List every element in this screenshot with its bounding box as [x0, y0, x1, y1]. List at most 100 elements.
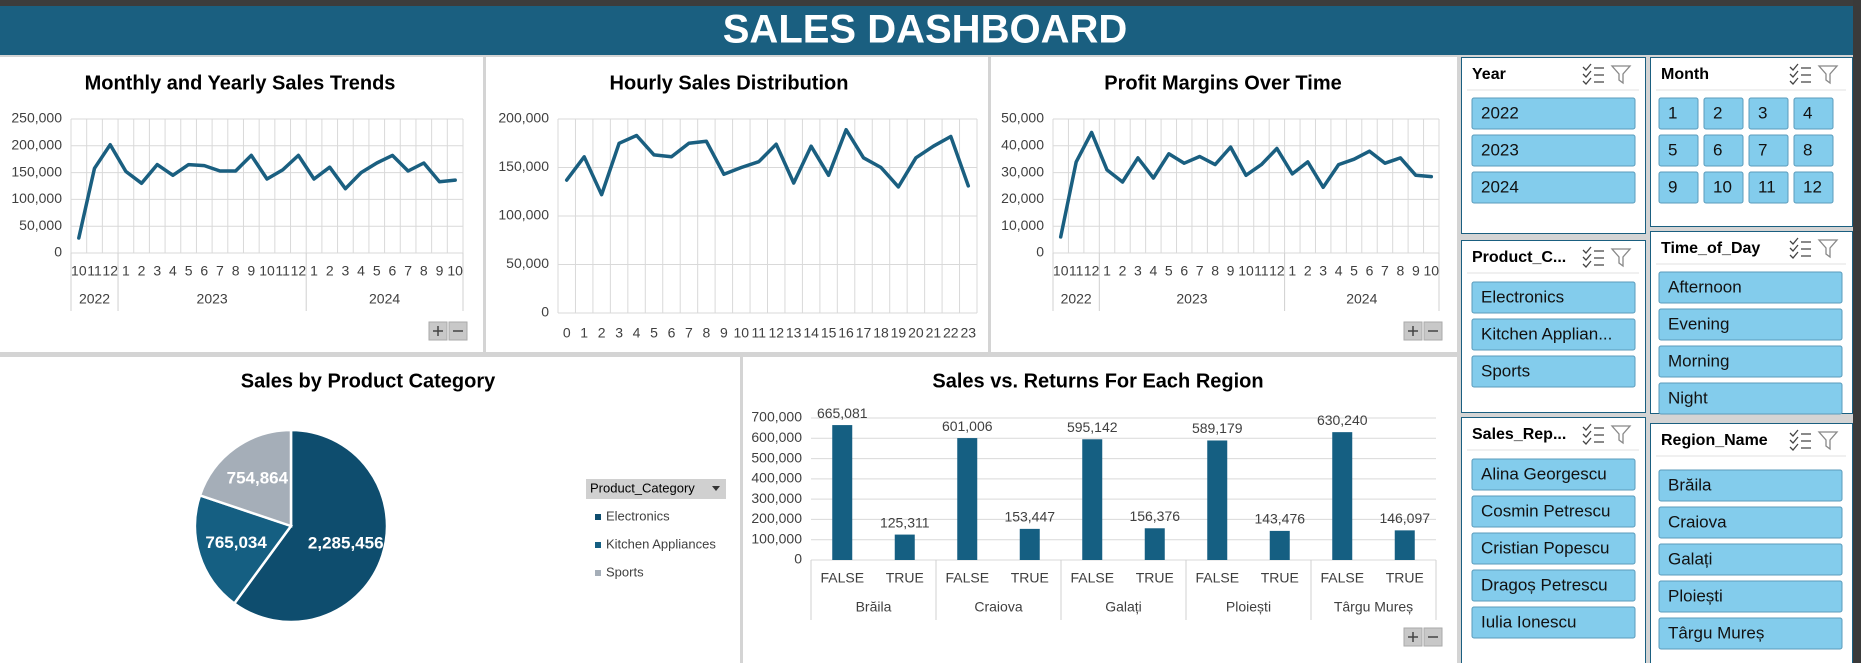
clear-filter-icon[interactable]: [1610, 425, 1632, 445]
slicer-item-label[interactable]: 4: [1803, 103, 1812, 122]
slicer-item[interactable]: [1658, 271, 1843, 304]
slicer-item-label[interactable]: Sports: [1481, 361, 1530, 380]
slicer-item-label[interactable]: Night: [1668, 388, 1708, 407]
slicer-item[interactable]: [1703, 97, 1744, 130]
slicer-item[interactable]: [1471, 97, 1636, 130]
slicer-item-label[interactable]: Afternoon: [1668, 277, 1742, 296]
clear-filter-icon[interactable]: [1817, 239, 1839, 259]
slicer-item-label[interactable]: Morning: [1668, 351, 1729, 370]
slicer-item-label[interactable]: 11: [1758, 177, 1776, 196]
x-tick-label: FALSE: [820, 570, 864, 586]
y-tick-label: 0: [1036, 244, 1044, 260]
legend-label: Sports: [606, 564, 644, 579]
x-tick-label: 7: [1196, 263, 1204, 279]
x-tick-label: 10: [71, 263, 87, 279]
slicer-item-label[interactable]: Dragoș Petrescu: [1481, 575, 1608, 594]
slicer-item[interactable]: [1658, 308, 1843, 341]
slicer-item-label[interactable]: Cosmin Petrescu: [1481, 501, 1610, 520]
slicer-item[interactable]: [1471, 532, 1636, 565]
slicer-item[interactable]: [1658, 543, 1843, 576]
multi-select-icon[interactable]: [1582, 423, 1604, 445]
x-tick-label: 5: [185, 263, 193, 279]
slicer-item[interactable]: [1658, 134, 1699, 167]
multi-select-icon[interactable]: [1789, 63, 1811, 85]
slicer-item-label[interactable]: 5: [1668, 140, 1677, 159]
x-tick-label: 12: [102, 263, 118, 279]
slicer-item[interactable]: [1658, 617, 1843, 650]
slicer-item[interactable]: [1658, 97, 1699, 130]
slicer-item[interactable]: [1793, 134, 1834, 167]
slicer-item[interactable]: [1471, 171, 1636, 204]
slicer-item-label[interactable]: Electronics: [1481, 287, 1564, 306]
clear-filter-icon[interactable]: [1817, 431, 1839, 451]
slicer-item[interactable]: [1793, 171, 1834, 204]
slicer-item-label[interactable]: 2024: [1481, 177, 1519, 196]
x-tick-label: 3: [153, 263, 161, 279]
slicer-item[interactable]: [1748, 134, 1789, 167]
slicer-item-label[interactable]: 3: [1758, 103, 1767, 122]
x-tick-label: FALSE: [945, 570, 989, 586]
slicer-item-label[interactable]: 2023: [1481, 140, 1519, 159]
group-label: Craiova: [974, 599, 1022, 615]
slicer-item-label[interactable]: 12: [1803, 177, 1822, 196]
clear-filter-icon[interactable]: [1610, 65, 1632, 85]
slicer-item-label[interactable]: Galați: [1668, 549, 1712, 568]
slicer-item-label[interactable]: 6: [1713, 140, 1722, 159]
clear-filter-icon[interactable]: [1817, 65, 1839, 85]
x-tick-label: 3: [615, 325, 623, 341]
slicer-item[interactable]: [1748, 171, 1789, 204]
clear-filter-icon[interactable]: [1610, 248, 1632, 268]
slicer-item[interactable]: [1471, 458, 1636, 491]
multi-select-icon[interactable]: [1789, 429, 1811, 451]
slicer-item[interactable]: [1658, 506, 1843, 539]
slicer-item-label[interactable]: Kitchen Applian...: [1481, 324, 1612, 343]
slicer-item-label[interactable]: 10: [1713, 177, 1732, 196]
x-tick-label: 7: [404, 263, 412, 279]
x-tick-label: 3: [1134, 263, 1142, 279]
slicer-item[interactable]: [1471, 134, 1636, 167]
slicer-item[interactable]: [1658, 171, 1699, 204]
slicer-item-label[interactable]: 2: [1713, 103, 1722, 122]
slicer-item-label[interactable]: Iulia Ionescu: [1481, 612, 1576, 631]
slicer-item-label[interactable]: Craiova: [1668, 512, 1727, 531]
slicer-item[interactable]: [1658, 580, 1843, 613]
panel: [0, 57, 483, 352]
multi-select-icon[interactable]: [1582, 63, 1604, 85]
pie-slice: [232, 428, 389, 624]
slicer-item[interactable]: [1471, 355, 1636, 388]
slicer-item-label[interactable]: Târgu Mureș: [1668, 623, 1764, 642]
x-tick-label: 7: [685, 325, 693, 341]
slicer-item[interactable]: [1703, 171, 1744, 204]
slicer-item[interactable]: [1658, 382, 1843, 415]
x-tick-label: TRUE: [886, 570, 924, 586]
slicer-item-label[interactable]: Alina Georgescu: [1481, 464, 1607, 483]
slicer-item[interactable]: [1471, 281, 1636, 314]
slicer-item[interactable]: [1471, 606, 1636, 639]
x-tick-label: 4: [1149, 263, 1157, 279]
slicer-item[interactable]: [1658, 469, 1843, 502]
slicer-item[interactable]: [1471, 569, 1636, 602]
x-tick-label: 2: [1119, 263, 1127, 279]
x-tick-label: 9: [436, 263, 444, 279]
slicer-item-label[interactable]: Evening: [1668, 314, 1729, 333]
slicer-item-label[interactable]: 7: [1758, 140, 1767, 159]
bar: [1019, 528, 1040, 560]
slicer-item[interactable]: [1703, 134, 1744, 167]
slicer-item-label[interactable]: 2022: [1481, 103, 1519, 122]
x-tick-label: 11: [1254, 263, 1269, 279]
data-label: 601,006: [942, 418, 993, 434]
slicer-item-label[interactable]: Ploiești: [1668, 586, 1723, 605]
slicer-item[interactable]: [1658, 345, 1843, 378]
multi-select-icon[interactable]: [1789, 237, 1811, 259]
x-tick-label: 12: [768, 325, 784, 341]
slicer-item[interactable]: [1793, 97, 1834, 130]
slicer-item[interactable]: [1748, 97, 1789, 130]
slicer-item[interactable]: [1471, 495, 1636, 528]
slicer-item-label[interactable]: 9: [1668, 177, 1677, 196]
slicer-item-label[interactable]: 8: [1803, 140, 1812, 159]
slicer-item-label[interactable]: Cristian Popescu: [1481, 538, 1610, 557]
multi-select-icon[interactable]: [1582, 246, 1604, 268]
slicer-item-label[interactable]: 1: [1668, 103, 1677, 122]
slicer-item-label[interactable]: Brăila: [1668, 475, 1712, 494]
slicer-item[interactable]: [1471, 318, 1636, 351]
